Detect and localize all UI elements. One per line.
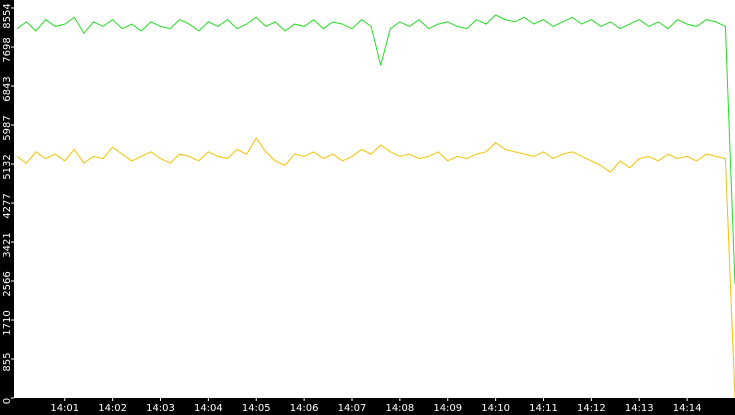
x-tick-label: 14:01 [50,403,79,414]
y-tick-label: 855 [2,352,13,371]
x-tick-label: 14:06 [290,403,319,414]
x-tick-label: 14:10 [481,403,510,414]
x-tick-label: 14:13 [625,403,654,414]
y-tick-label: 5987 [2,115,13,140]
y-tick-label: 8554 [2,3,13,28]
x-tick-label: 14:05 [242,403,271,414]
x-tick-label: 14:09 [433,403,462,414]
y-tick-label: 4277 [2,193,13,218]
y-tick-label: 5132 [2,154,13,179]
y-tick-label: 6843 [2,76,13,101]
y-tick-label: 0 [2,398,13,404]
x-tick-label: 14:04 [194,403,223,414]
x-tick-label: 14:11 [529,403,558,414]
x-tick-label: 14:12 [577,403,606,414]
x-tick-label: 14:14 [673,403,702,414]
x-tick-label: 14:02 [98,403,127,414]
x-tick-label: 14:07 [338,403,367,414]
series-line [16,14,735,285]
x-tick-label: 14:03 [146,403,175,414]
y-tick-label: 1710 [2,310,13,335]
y-tick-label: 3421 [2,232,13,257]
x-tick-label: 14:08 [385,403,414,414]
plot-area [14,0,735,398]
series-line [16,137,735,399]
y-tick-label: 7698 [2,37,13,62]
y-tick-label: 2566 [2,271,13,296]
